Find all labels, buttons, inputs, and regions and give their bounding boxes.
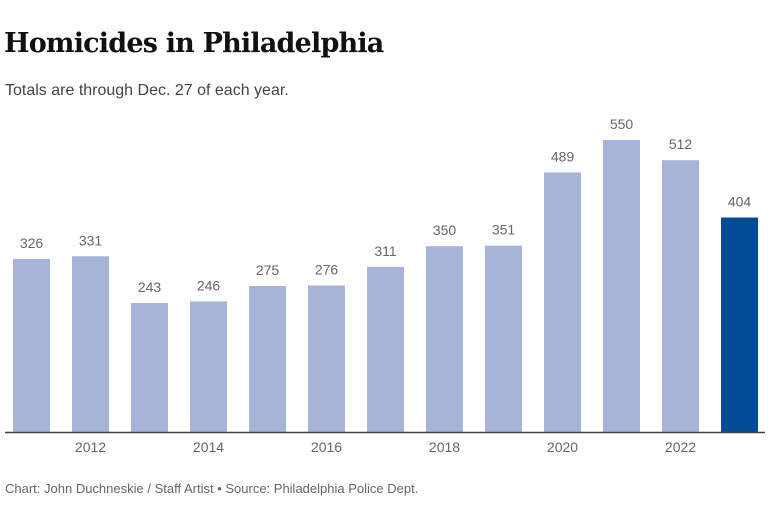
x-tick-2020: 2020 (547, 439, 578, 455)
bar-2016 (308, 285, 345, 432)
bar-2014 (190, 301, 227, 432)
x-tick-2014: 2014 (193, 439, 224, 455)
data-label-2015: 275 (256, 262, 280, 278)
data-label-2023: 404 (728, 194, 752, 210)
x-tick-2016: 2016 (311, 439, 342, 455)
data-label-2017: 311 (374, 243, 397, 259)
data-label-2016: 276 (315, 261, 339, 277)
data-label-2014: 246 (197, 277, 221, 293)
chart-subtitle: Totals are through Dec. 27 of each year. (5, 82, 289, 99)
data-label-2013: 243 (138, 279, 162, 295)
data-label-2019: 351 (492, 222, 516, 238)
bar-2020 (544, 172, 581, 433)
x-tick-2012: 2012 (75, 439, 106, 455)
bar-2022 (662, 160, 699, 432)
x-tick-2022: 2022 (665, 439, 696, 455)
data-label-2012: 331 (79, 232, 103, 248)
data-label-2022: 512 (669, 136, 693, 152)
chart-credit: Chart: John Duchneskie / Staff Artist • … (5, 481, 419, 496)
bar-2021 (603, 140, 640, 432)
data-label-2011: 326 (20, 235, 44, 251)
x-tick-2018: 2018 (429, 439, 460, 455)
bar-2012 (72, 256, 109, 432)
data-label-2021: 550 (610, 116, 634, 132)
bar-2018 (426, 246, 463, 432)
bar-2017 (367, 266, 404, 432)
bar-2019 (485, 245, 522, 432)
bar-2011 (13, 258, 50, 432)
bar-2023 (721, 217, 758, 432)
chart-title: Homicides in Philadelphia (4, 28, 384, 59)
data-label-2020: 489 (551, 148, 575, 164)
bar-2015 (249, 286, 286, 432)
bar-2013 (131, 302, 168, 432)
data-label-2018: 350 (433, 222, 457, 238)
